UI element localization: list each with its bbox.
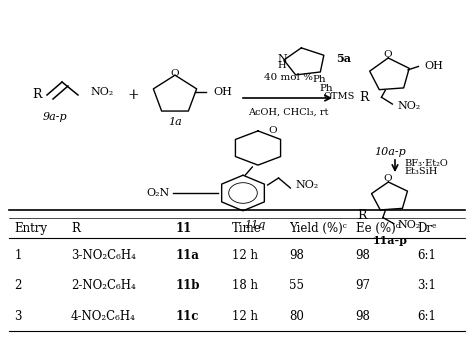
Text: Time: Time [232,222,262,235]
Text: R: R [358,209,367,222]
Text: OH: OH [213,87,232,96]
Text: 12 h: 12 h [232,249,258,262]
Text: O: O [171,69,179,78]
Text: 98: 98 [356,310,370,323]
Text: 98: 98 [289,249,304,262]
Text: O₂N: O₂N [147,188,170,198]
Text: 12 h: 12 h [232,310,258,323]
Text: 11q: 11q [244,220,266,230]
Text: BF₃·Et₂O: BF₃·Et₂O [404,158,448,168]
Text: NO₂: NO₂ [90,87,113,97]
Text: 9a-p: 9a-p [43,112,67,122]
Text: 10a-p: 10a-p [374,147,406,157]
Text: 11: 11 [175,222,191,235]
Text: O: O [269,127,277,135]
Text: NO₂: NO₂ [397,220,420,230]
Text: 11c: 11c [175,310,199,323]
Text: Entry: Entry [14,222,47,235]
Text: 6:1: 6:1 [417,249,436,262]
Text: 3:1: 3:1 [417,279,436,292]
Text: 97: 97 [356,279,371,292]
Text: R: R [32,89,42,102]
Text: 40 mol %: 40 mol % [264,74,312,82]
Text: Ee (%)ᵈ: Ee (%)ᵈ [356,222,400,235]
Text: OTMS: OTMS [323,92,355,101]
Text: 98: 98 [356,249,370,262]
Text: 4-NO₂C₆H₄: 4-NO₂C₆H₄ [71,310,136,323]
Text: 1a: 1a [168,117,182,127]
Text: O: O [383,50,392,59]
Text: 2: 2 [14,279,22,292]
Text: 5a: 5a [336,53,351,64]
Text: O: O [383,174,392,183]
Text: 3-NO₂C₆H₄: 3-NO₂C₆H₄ [71,249,136,262]
Text: 18 h: 18 h [232,279,258,292]
Text: OH: OH [424,62,443,71]
Text: NO₂: NO₂ [295,180,319,190]
Text: 2-NO₂C₆H₄: 2-NO₂C₆H₄ [71,279,136,292]
Text: 3: 3 [14,310,22,323]
Text: Drᵉ: Drᵉ [417,222,437,235]
Text: AcOH, CHCl₃, rt: AcOH, CHCl₃, rt [248,107,328,117]
Text: R: R [359,91,369,104]
Text: Yield (%)ᶜ: Yield (%)ᶜ [289,222,347,235]
Text: R: R [71,222,80,235]
Text: Et₃SiH: Et₃SiH [404,168,438,176]
Text: 6:1: 6:1 [417,310,436,323]
Text: Ph: Ph [312,75,326,84]
Text: NO₂: NO₂ [397,101,420,111]
Text: 1: 1 [14,249,22,262]
Text: N: N [277,54,287,64]
Text: 11a: 11a [175,249,199,262]
Text: H: H [277,61,286,70]
Text: 80: 80 [289,310,304,323]
Text: +: + [127,88,139,102]
Text: 55: 55 [289,279,304,292]
Text: 11b: 11b [175,279,200,292]
Text: 11a-p: 11a-p [373,235,408,246]
Text: Ph: Ph [319,84,333,93]
